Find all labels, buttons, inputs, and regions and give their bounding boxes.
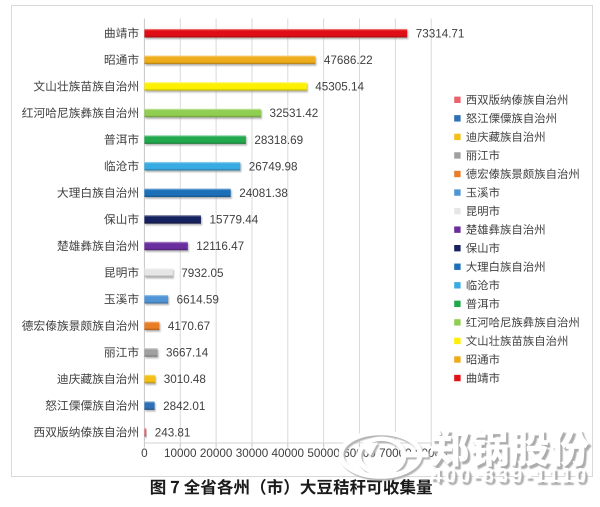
svg-text:15779.44: 15779.44 [210, 214, 259, 227]
svg-text:20000: 20000 [200, 447, 233, 460]
svg-text:2842.01: 2842.01 [163, 400, 205, 413]
svg-text:7932.05: 7932.05 [181, 267, 224, 280]
svg-text:400-839-1110: 400-839-1110 [433, 467, 591, 490]
svg-text:26749.98: 26749.98 [249, 160, 298, 173]
svg-text:6614.59: 6614.59 [177, 293, 219, 306]
svg-text:30000: 30000 [236, 447, 269, 460]
svg-text:400-839-1110: 400-839-1110 [431, 464, 589, 487]
svg-text:28318.69: 28318.69 [254, 134, 303, 147]
svg-text:45305.14: 45305.14 [315, 81, 364, 94]
svg-text:40000: 40000 [272, 447, 305, 460]
svg-text:50000: 50000 [307, 447, 340, 460]
svg-text:24081.38: 24081.38 [239, 187, 288, 200]
svg-text:4170.67: 4170.67 [168, 320, 210, 333]
svg-text:3010.48: 3010.48 [164, 373, 206, 386]
svg-text:12116.47: 12116.47 [196, 240, 244, 253]
svg-text:243.81: 243.81 [155, 426, 191, 439]
svg-text:0: 0 [141, 447, 148, 460]
svg-text:73314.71: 73314.71 [416, 27, 465, 40]
svg-text:47686.22: 47686.22 [324, 54, 373, 67]
svg-text:32531.42: 32531.42 [270, 107, 319, 120]
svg-text:3667.14: 3667.14 [166, 347, 209, 360]
svg-text:10000: 10000 [164, 447, 197, 460]
